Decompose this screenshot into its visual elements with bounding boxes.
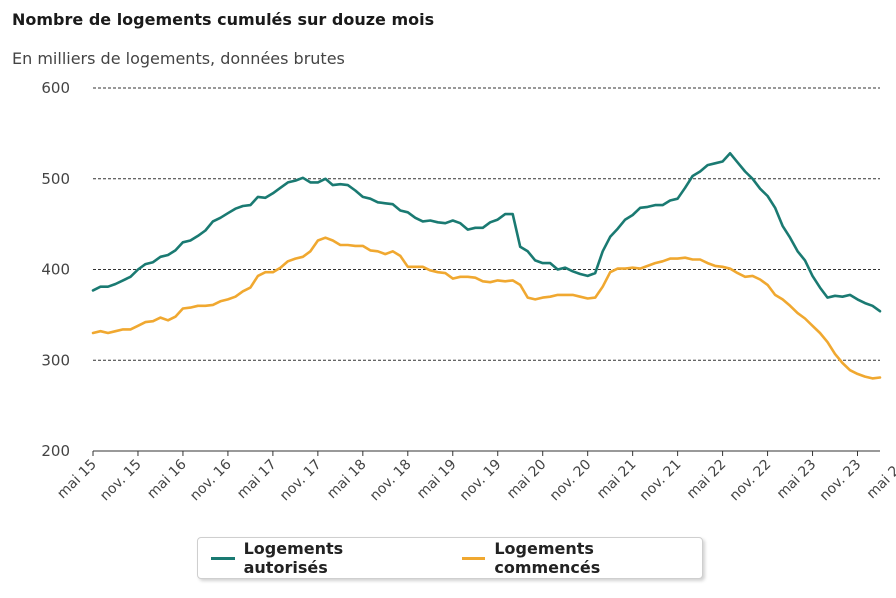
x-tick-label: nov. 18 <box>367 457 415 505</box>
chart-subtitle: En milliers de logements, données brutes <box>12 49 345 68</box>
chart-legend: Logements autorisés Logements commencés <box>197 537 703 579</box>
legend-swatch-autorises <box>211 556 235 560</box>
x-tick-label: nov. 15 <box>97 457 145 505</box>
x-tick-label: mai 19 <box>414 457 460 503</box>
y-tick-label: 300 <box>41 351 70 369</box>
x-tick-label: nov. 21 <box>637 457 685 505</box>
x-tick-label: mai 15 <box>54 457 100 503</box>
x-tick-label: nov. 23 <box>817 457 865 505</box>
x-tick-label: nov. 20 <box>547 457 595 505</box>
x-tick-label: nov. 19 <box>457 457 505 505</box>
x-tick-label: mai 18 <box>324 457 370 503</box>
legend-label-autorises: Logements autorisés <box>243 539 344 577</box>
legend-label-commences: Logements commencés <box>494 539 601 577</box>
x-tick-label: mai 24 <box>864 456 896 502</box>
series-line-commences <box>91 236 882 380</box>
x-tick-label: mai 16 <box>144 456 190 502</box>
legend-item-commences[interactable]: Logements commencés <box>461 539 702 577</box>
legend-swatch-commences <box>461 556 486 560</box>
x-tick-label: mai 20 <box>504 457 550 503</box>
chart-title: Nombre de logements cumulés sur douze mo… <box>12 10 435 29</box>
legend-item-autorises[interactable]: Logements autorisés <box>211 539 430 577</box>
x-tick-label: mai 17 <box>234 457 280 503</box>
x-tick-label: nov. 22 <box>727 457 775 505</box>
y-tick-label: 500 <box>41 170 70 188</box>
x-tick-label: nov. 16 <box>187 456 235 504</box>
x-tick-label: mai 22 <box>684 457 730 503</box>
x-tick-label: nov. 17 <box>277 457 325 505</box>
y-tick-label: 400 <box>41 261 70 279</box>
y-tick-label: 200 <box>41 442 70 460</box>
x-tick-label: mai 21 <box>594 457 640 503</box>
series-line-autorises <box>91 152 882 313</box>
y-tick-label: 600 <box>41 79 70 97</box>
x-tick-label: mai 23 <box>774 457 820 503</box>
